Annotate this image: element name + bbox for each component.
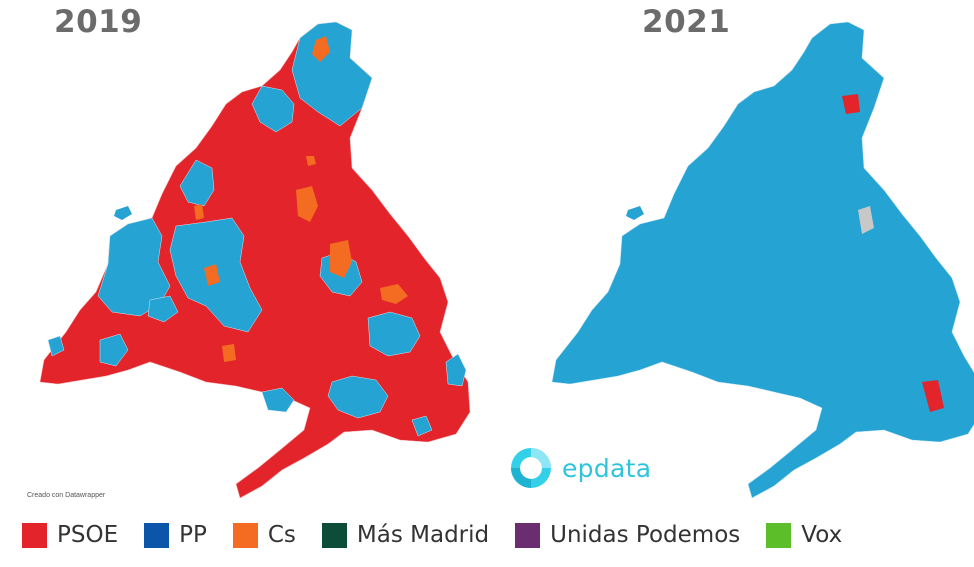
legend-item-mas-madrid: Más Madrid [321, 522, 490, 548]
legend: PSOE PP Cs Más Madrid Unidas Podemos Vox [22, 522, 842, 548]
epdata-logo-icon [511, 448, 551, 488]
map-2021 [551, 21, 974, 499]
legend-label-vox: Vox [801, 522, 843, 548]
legend-label-mas-madrid: Más Madrid [356, 522, 490, 548]
legend-item-pp: PP [144, 522, 207, 548]
datawrapper-credit: Creado con Datawrapper [27, 492, 106, 499]
choropleth-maps [39, 21, 974, 499]
legend-swatch-mas-madrid [321, 522, 347, 548]
legend-label-unidas-podemos: Unidas Podemos [550, 522, 741, 548]
legend-swatch-pp [144, 522, 170, 548]
legend-swatch-psoe [22, 522, 47, 548]
no-data-region-2021 [858, 206, 874, 234]
psoe-regions-2021 [842, 94, 944, 412]
map-2019 [39, 21, 471, 499]
legend-item-psoe: PSOE [22, 522, 118, 548]
year-label-2019: 2019 [54, 4, 143, 40]
legend-item-vox: Vox [766, 522, 842, 548]
legend-label-pp: PP [179, 522, 207, 548]
legend-label-cs: Cs [267, 522, 296, 548]
legend-swatch-cs [232, 522, 258, 548]
legend-swatch-vox [766, 522, 792, 548]
legend-item-unidas-podemos: Unidas Podemos [515, 522, 740, 548]
epdata-wordmark: epdata [562, 453, 652, 483]
legend-item-cs: Cs [232, 522, 296, 548]
year-label-2021: 2021 [642, 4, 731, 40]
legend-label-psoe: PSOE [57, 522, 119, 548]
epdata-brand: epdata [508, 445, 651, 491]
cs-regions-2019 [194, 36, 408, 362]
legend-swatch-unidas-podemos [515, 522, 541, 548]
